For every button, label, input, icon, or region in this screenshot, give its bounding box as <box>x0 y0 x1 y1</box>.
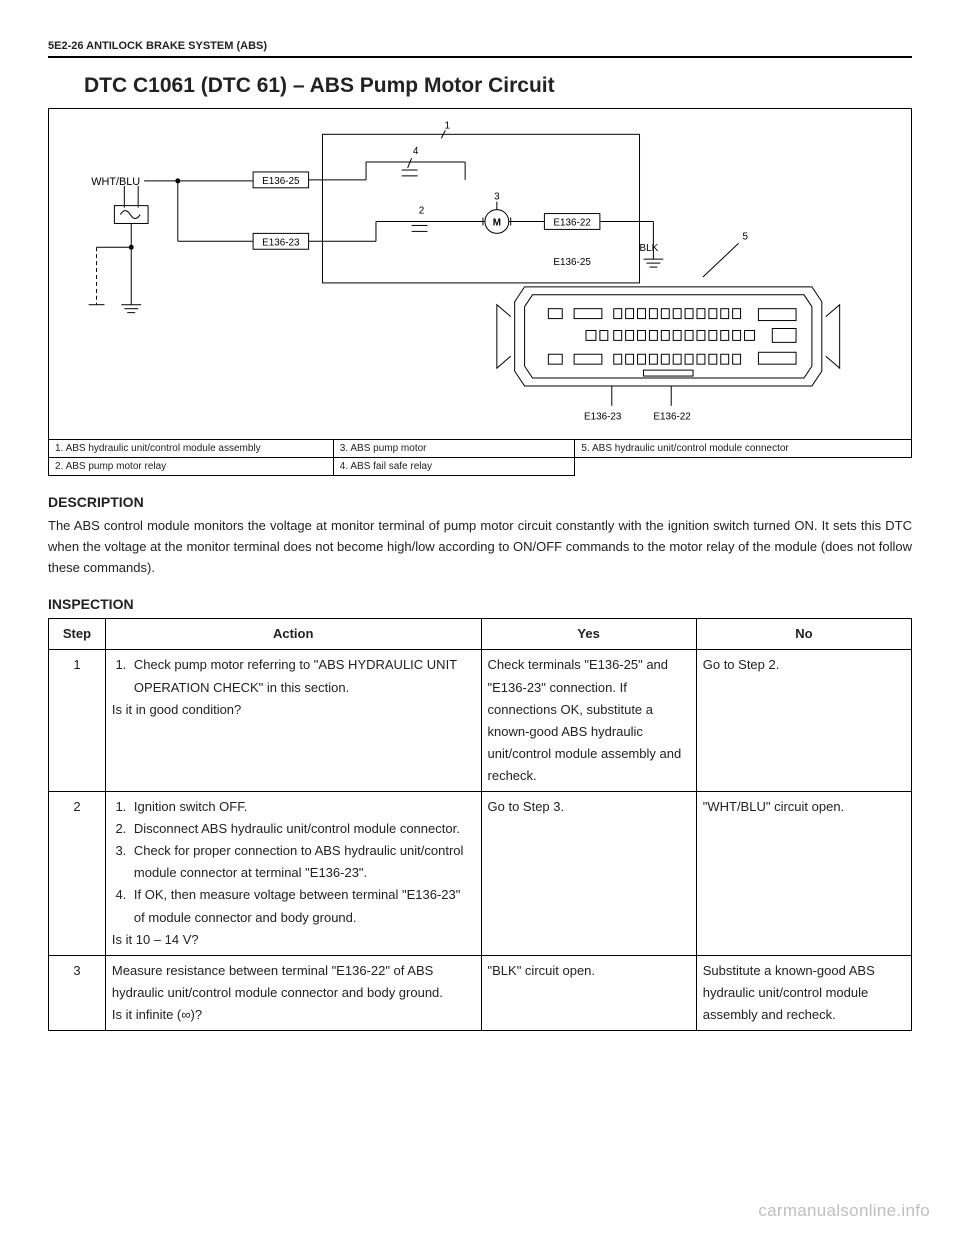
action-cell: Measure resistance between terminal "E13… <box>105 955 481 1030</box>
action-list-item: Check for proper connection to ABS hydra… <box>130 840 475 884</box>
svg-text:E136-22: E136-22 <box>653 412 690 423</box>
description-heading: DESCRIPTION <box>48 494 912 510</box>
svg-text:4: 4 <box>413 146 419 157</box>
yes-cell: Go to Step 3. <box>481 792 696 956</box>
col-no-header: No <box>696 619 911 650</box>
action-cell: Check pump motor referring to "ABS HYDRA… <box>105 650 481 792</box>
col-yes-header: Yes <box>481 619 696 650</box>
inspection-table: Step Action Yes No 1 Check pump motor ref… <box>48 618 912 1031</box>
svg-text:2: 2 <box>419 206 425 217</box>
legend-cell: 4. ABS fail safe relay <box>333 458 575 476</box>
svg-text:E136-22: E136-22 <box>553 217 590 228</box>
action-after: Is it in good condition? <box>112 699 475 721</box>
col-action-header: Action <box>105 619 481 650</box>
legend-cell-empty <box>575 458 912 476</box>
description-text: The ABS control module monitors the volt… <box>48 516 912 578</box>
circuit-diagram: WHT/BLU E136-25 E136-23 1 <box>48 108 912 440</box>
svg-text:BLK: BLK <box>640 243 659 254</box>
header-bar: 5E2-26 ANTILOCK BRAKE SYSTEM (ABS) <box>48 40 912 58</box>
legend-cell: 3. ABS pump motor <box>333 440 575 458</box>
action-plain: Measure resistance between terminal "E13… <box>112 960 475 1004</box>
action-after: Is it infinite (∞)? <box>112 1004 475 1026</box>
page-title: DTC C1061 (DTC 61) – ABS Pump Motor Circ… <box>84 74 912 98</box>
svg-text:E136-23: E136-23 <box>584 412 622 423</box>
table-row: 2Ignition switch OFF.Disconnect ABS hydr… <box>49 792 912 956</box>
circuit-svg: WHT/BLU E136-25 E136-23 1 <box>49 109 911 439</box>
watermark: carmanualsonline.info <box>758 1201 930 1221</box>
svg-text:E136-25: E136-25 <box>553 257 591 268</box>
action-cell: Ignition switch OFF.Disconnect ABS hydra… <box>105 792 481 956</box>
no-cell: Substitute a known-good ABS hydraulic un… <box>696 955 911 1030</box>
step-cell: 1 <box>49 650 106 792</box>
no-cell: Go to Step 2. <box>696 650 911 792</box>
step-cell: 3 <box>49 955 106 1030</box>
legend-cell: 5. ABS hydraulic unit/control module con… <box>575 440 912 458</box>
yes-cell: Check terminals "E136-25" and "E136-23" … <box>481 650 696 792</box>
svg-text:5: 5 <box>743 231 749 242</box>
svg-text:1: 1 <box>445 120 451 131</box>
legend-cell: 2. ABS pump motor relay <box>49 458 334 476</box>
col-step-header: Step <box>49 619 106 650</box>
table-row: 3Measure resistance between terminal "E1… <box>49 955 912 1030</box>
action-after: Is it 10 – 14 V? <box>112 929 475 951</box>
action-list-item: Check pump motor referring to "ABS HYDRA… <box>130 654 475 698</box>
diagram-legend-table: 1. ABS hydraulic unit/control module ass… <box>48 439 912 476</box>
svg-text:3: 3 <box>494 192 500 203</box>
legend-cell: 1. ABS hydraulic unit/control module ass… <box>49 440 334 458</box>
step-cell: 2 <box>49 792 106 956</box>
table-row: 1 Check pump motor referring to "ABS HYDR… <box>49 650 912 792</box>
action-list-item: If OK, then measure voltage between term… <box>130 884 475 928</box>
action-list-item: Ignition switch OFF. <box>130 796 475 818</box>
svg-text:E136-23: E136-23 <box>262 237 300 248</box>
page-reference: 5E2-26 ANTILOCK BRAKE SYSTEM (ABS) <box>48 40 912 56</box>
svg-text:WHT/BLU: WHT/BLU <box>91 176 140 188</box>
action-list-item: Disconnect ABS hydraulic unit/control mo… <box>130 818 475 840</box>
svg-text:M: M <box>493 217 501 228</box>
svg-text:E136-25: E136-25 <box>262 176 300 187</box>
inspection-heading: INSPECTION <box>48 596 912 612</box>
yes-cell: "BLK" circuit open. <box>481 955 696 1030</box>
no-cell: "WHT/BLU" circuit open. <box>696 792 911 956</box>
